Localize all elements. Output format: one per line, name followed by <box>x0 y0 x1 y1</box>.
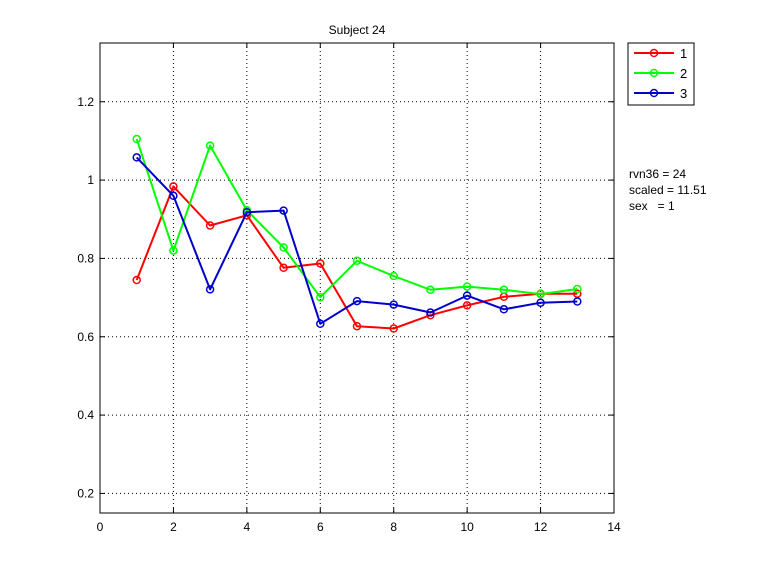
series-3-point <box>242 207 252 217</box>
plot-area <box>100 43 614 513</box>
legend-marker-2 <box>649 68 659 78</box>
y-tick-label: 0.8 <box>77 251 94 265</box>
x-tick-label: 4 <box>244 520 251 534</box>
series-3-point <box>279 206 288 215</box>
y-tick-label: 0.2 <box>77 486 94 500</box>
series-3-point <box>352 296 362 306</box>
annotation-line-3: sex = 1 <box>629 199 675 213</box>
series-3-point <box>426 308 435 317</box>
series-1-point <box>573 289 582 298</box>
legend-label-3: 3 <box>680 86 687 101</box>
series-2-point <box>573 284 582 294</box>
legend: 1 2 3 <box>627 42 695 106</box>
series-group <box>132 134 582 333</box>
series-2-point <box>389 271 398 281</box>
series-2-point <box>132 134 141 144</box>
series-3-point <box>132 153 141 162</box>
series-2-point <box>316 292 325 302</box>
series-1-point <box>462 301 472 310</box>
series-2-point <box>352 256 362 266</box>
series-2-point <box>426 285 435 295</box>
annotation-line-1: rvn36 = 24 <box>629 167 686 181</box>
series-line-2 <box>135 138 578 299</box>
series-2-point <box>536 289 545 299</box>
legend-marker-3 <box>649 88 659 98</box>
annotation-block: rvn36 = 24 scaled = 11.51 sex = 1 <box>629 167 707 213</box>
series-3-point <box>205 285 215 294</box>
chart-title: Subject 24 <box>329 23 386 37</box>
legend-label-2: 2 <box>680 66 687 81</box>
series-1-point <box>352 321 362 331</box>
series-1-point <box>279 263 288 273</box>
series-1-point <box>316 259 325 268</box>
series-1-point <box>205 221 215 230</box>
series-2-point <box>205 141 215 150</box>
y-tick-label: 1 <box>87 173 94 187</box>
series-3-point <box>316 319 325 329</box>
y-tick-label: 0.6 <box>77 330 94 344</box>
x-tick-label: 2 <box>170 520 177 534</box>
series-1-point <box>389 324 398 333</box>
x-tick-label: 14 <box>607 520 621 534</box>
grid <box>100 43 614 513</box>
series-2-point <box>462 282 472 291</box>
series-2-point <box>169 246 178 255</box>
series-line-1 <box>135 185 578 330</box>
series-3-point <box>389 300 398 309</box>
y-tick-label: 0.4 <box>77 408 94 422</box>
series-3-point <box>573 297 582 306</box>
x-tick-label: 0 <box>97 520 104 534</box>
x-tick-label: 8 <box>390 520 397 534</box>
y-tick-label: 1.2 <box>77 95 94 109</box>
series-3-point <box>169 191 178 201</box>
x-tick-label: 10 <box>460 520 474 534</box>
plot-frame <box>99 42 615 514</box>
axis-ticks: 0 2 4 6 8 10 12 14 0.2 0.4 0.6 0.8 1 1.2 <box>77 43 621 534</box>
annotation-line-2: scaled = 11.51 <box>629 183 707 197</box>
legend-marker-1 <box>649 48 659 58</box>
series-1-point <box>169 182 178 191</box>
series-3-point <box>499 305 509 314</box>
series-line-3 <box>135 156 578 325</box>
series-2-point <box>499 285 509 295</box>
legend-label-1: 1 <box>680 46 687 61</box>
series-2-point <box>279 243 288 252</box>
x-tick-label: 12 <box>534 520 548 534</box>
series-3-point <box>536 298 545 307</box>
x-tick-label: 6 <box>317 520 324 534</box>
series-3-point <box>462 291 472 300</box>
series-1-point <box>132 275 141 285</box>
